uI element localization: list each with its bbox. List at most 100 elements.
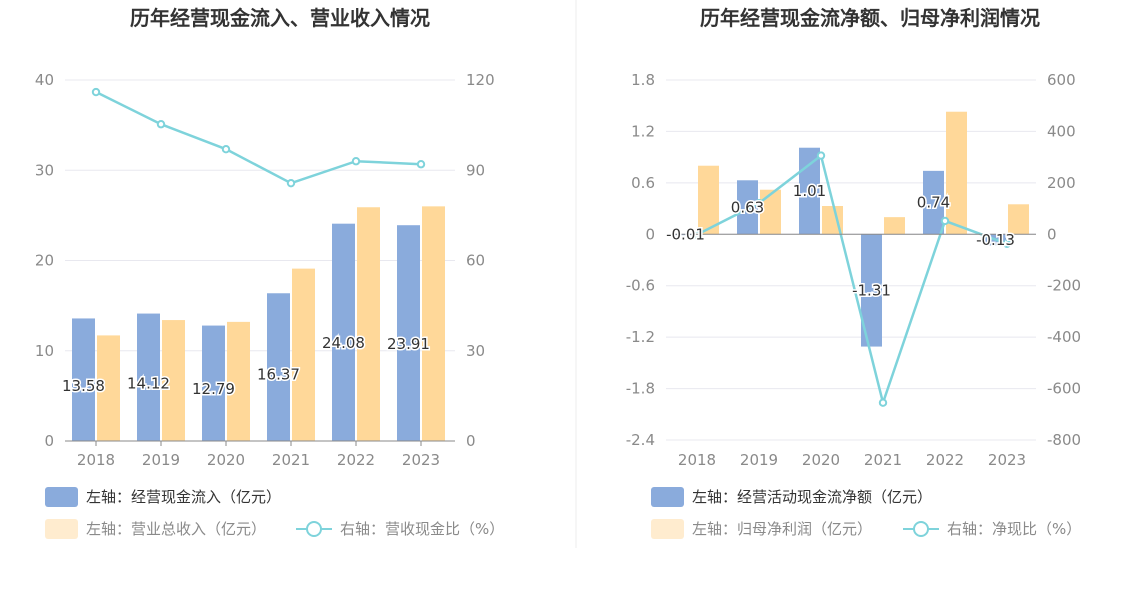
bar-value-label: 23.91 [387, 335, 430, 353]
x-axis-tick-label: 2022 [337, 451, 375, 469]
legend-label-cash-inflow: 左轴：经营现金流入（亿元） [86, 488, 281, 506]
bar-primary [137, 313, 160, 441]
right-axis-tick-label: 30 [466, 342, 485, 360]
bar-primary [923, 170, 944, 235]
bar-value-label: 16.37 [257, 366, 300, 384]
bar-value-label: 1.01 [793, 182, 826, 200]
bar-primary [267, 293, 290, 441]
ratio-line-point [351, 157, 361, 166]
legend-swatch-net-profit [651, 519, 684, 539]
gridlines [666, 79, 1036, 441]
right-axis-tick-label: 120 [466, 71, 495, 89]
left-axis-tick-label: 1.8 [631, 71, 655, 89]
legend-marker-icon [306, 521, 322, 537]
left-axis-tick-label: -1.2 [626, 328, 655, 346]
left-axis-tick-label: 30 [35, 161, 54, 179]
left-axis-tick-label: 0 [44, 432, 54, 450]
legend: 左轴：经营现金流入（亿元） 左轴：营业总收入（亿元） 右轴：营收现金比（%） [45, 487, 504, 539]
cash-inflow-revenue-chart: 历年经营现金流入、营业收入情况 0 10 20 30 40 0 30 60 90 120 2018 2… [35, 6, 504, 539]
ratio-line [692, 151, 1012, 408]
legend: 左轴：经营活动现金流净额（亿元） 左轴：归母净利润（亿元） 右轴：净现比（%） [651, 487, 1081, 539]
ratio-line-point [816, 151, 826, 160]
legend-label-net-profit: 左轴：归母净利润（亿元） [692, 520, 872, 538]
axes: 0 10 20 30 40 0 30 60 90 120 2018 2019 2020 2021 2022 2… [35, 71, 495, 469]
x-axis-tick-label: 2020 [802, 451, 840, 469]
bar-secondary [227, 321, 250, 441]
bar-value-label: 24.08 [322, 334, 365, 352]
bar-primary [332, 223, 355, 441]
bar-secondary [357, 207, 380, 441]
right-axis-tick-label: 400 [1047, 122, 1076, 140]
bar-value-label: 12.79 [192, 380, 235, 398]
right-axis-tick-label: -400 [1047, 328, 1081, 346]
left-axis-tick-label: -0.6 [626, 277, 655, 295]
bar-primary [72, 318, 95, 441]
chart-title: 历年经营现金流净额、归母净利润情况 [700, 6, 1040, 30]
ratio-line-point [878, 398, 888, 407]
bars [72, 206, 445, 441]
axes: 1.8 1.2 0.6 0 -0.6 -1.2 -1.8 -2.4 600 400 200 0 -200… [626, 71, 1081, 469]
bar-secondary [422, 206, 445, 441]
ratio-line-point [156, 120, 166, 129]
ratio-line-path [95, 90, 422, 185]
bar-value-labels: 13.58 14.12 12.79 16.37 24.08 23.91 [61, 333, 432, 400]
x-axis-tick-label: 2018 [77, 451, 115, 469]
legend-label-net-ratio: 右轴：净现比（%） [947, 520, 1081, 538]
x-axis-tick-label: 2021 [864, 451, 902, 469]
left-axis-tick-label: 20 [35, 252, 54, 270]
x-axis-tick-label: 2019 [740, 451, 778, 469]
bar-secondary [698, 165, 719, 235]
legend-swatch-net-cashflow [651, 487, 684, 507]
right-axis-tick-label: 600 [1047, 71, 1076, 89]
bar-value-label: 14.12 [127, 375, 170, 393]
right-axis-tick-label: 90 [466, 161, 485, 179]
ratio-line [91, 87, 426, 188]
x-axis-tick-label: 2018 [678, 451, 716, 469]
legend-label-revenue: 左轴：营业总收入（亿元） [86, 520, 266, 538]
right-axis-tick-label: 0 [466, 432, 476, 450]
ratio-line-point [1002, 239, 1012, 249]
bar-value-labels: -0.01 0.63 1.01 -1.31 0.74 -0.13 [665, 181, 1017, 301]
left-axis-tick-label: -2.4 [626, 431, 655, 449]
bar-secondary [946, 111, 967, 235]
ratio-line-point [754, 198, 764, 208]
ratio-line-point [286, 178, 296, 188]
left-axis-tick-label: 10 [35, 342, 54, 360]
x-axis-tick-label: 2023 [988, 451, 1026, 469]
left-axis-tick-label: 40 [35, 71, 54, 89]
right-axis-tick-label: -600 [1047, 380, 1081, 398]
bar-value-label: 0.63 [731, 198, 764, 216]
bars [675, 111, 1029, 347]
x-axis-tick-label: 2020 [207, 451, 245, 469]
bar-secondary [292, 268, 315, 441]
ratio-line-point [91, 87, 101, 97]
x-axis-tick-label: 2022 [926, 451, 964, 469]
ratio-line-point [416, 160, 426, 169]
right-axis-tick-label: -800 [1047, 431, 1081, 449]
legend-swatch-revenue [45, 519, 78, 539]
bar-value-label: 13.58 [62, 377, 105, 395]
bar-primary [861, 234, 882, 347]
bar-secondary [162, 320, 185, 441]
ratio-line-point [221, 144, 231, 154]
bar-primary [202, 325, 225, 441]
chart-title: 历年经营现金流入、营业收入情况 [130, 6, 430, 30]
left-axis-tick-label: 0 [645, 225, 655, 243]
x-axis-tick-label: 2021 [272, 451, 310, 469]
x-axis-tick-label: 2023 [402, 451, 440, 469]
left-axis-tick-label: -1.8 [626, 380, 655, 398]
left-axis-tick-label: 1.2 [631, 122, 655, 140]
right-axis-tick-label: 200 [1047, 174, 1076, 192]
legend-marker-icon [913, 521, 929, 537]
right-axis-tick-label: 60 [466, 252, 485, 270]
left-axis-tick-label: 0.6 [631, 174, 655, 192]
bar-value-label: -0.13 [976, 231, 1015, 249]
right-axis-tick-label: 0 [1047, 225, 1057, 243]
bar-secondary [884, 217, 905, 235]
bar-secondary [760, 189, 781, 235]
legend-label-net-cashflow: 左轴：经营活动现金流净额（亿元） [692, 488, 932, 506]
right-axis-tick-label: -200 [1047, 277, 1081, 295]
legend-swatch-cash-inflow [45, 487, 78, 507]
ratio-line-point [940, 216, 950, 226]
